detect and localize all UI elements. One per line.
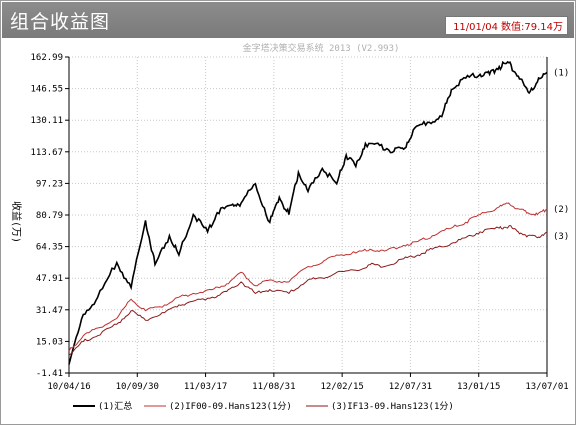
legend-entry: (1)汇总 — [98, 400, 132, 412]
series-lines: (1) (2) (3) — [68, 60, 569, 365]
y-tick-label: 130.11 — [30, 116, 63, 126]
x-tick-label: 10/04/16 — [47, 382, 90, 392]
y-tick-label: 113.67 — [30, 148, 63, 158]
x-tick-label: 13/07/01 — [525, 382, 568, 392]
legend-entry: (3)IF13-09.Hans123(1分) — [331, 401, 454, 412]
series-end-label: (2) — [553, 205, 569, 215]
equity-chart: 162.99 146.55 130.11 113.67 97.23 80.79 64.35 4… — [10, 42, 569, 412]
x-tick-label: 12/07/31 — [389, 382, 432, 392]
x-tick-label: 13/01/15 — [457, 382, 500, 392]
grid — [68, 56, 548, 374]
y-tick-label: 97.23 — [36, 179, 63, 189]
series-line-2 — [68, 202, 548, 352]
y-tick-label: 162.99 — [30, 53, 63, 63]
readout-value: 79.14万 — [524, 22, 563, 33]
series-end-label: (1) — [553, 68, 569, 78]
readout-date: 11/01/04 — [453, 22, 498, 33]
y-tick-label: 64.35 — [36, 243, 63, 253]
x-tick-label: 11/08/31 — [252, 382, 295, 392]
value-readout: 11/01/04 数值:79.14万 — [445, 16, 568, 35]
y-axis-label: 收益(万) — [10, 201, 23, 243]
panel-titlebar: 组合收益图 11/01/04 数值:79.14万 — [2, 2, 574, 38]
x-tick-label: 10/09/30 — [116, 382, 159, 392]
y-tick-label: 15.03 — [36, 337, 63, 347]
y-tick-label: -1.41 — [36, 369, 63, 379]
y-tick-label: 146.55 — [30, 85, 63, 95]
axes: 162.99 146.55 130.11 113.67 97.23 80.79 64.35 4… — [30, 53, 568, 392]
series-line-3 — [68, 224, 548, 356]
x-tick-label: 11/03/17 — [184, 382, 227, 392]
series-line-1 — [68, 60, 548, 365]
y-tick-label: 31.47 — [36, 306, 63, 316]
readout-label: 数值: — [500, 22, 525, 33]
legend-entry: (2)IF00-09.Hans123(1分) — [169, 401, 292, 412]
y-tick-label: 80.79 — [36, 211, 63, 221]
series-end-label: (3) — [553, 232, 569, 242]
panel-title: 组合收益图 — [10, 11, 111, 33]
y-tick-label: 47.91 — [36, 274, 63, 284]
x-tick-label: 12/02/15 — [320, 382, 363, 392]
legend: (1)汇总 (2)IF00-09.Hans123(1分) (3)IF13-09.Ha… — [73, 400, 454, 412]
chart-title: 金字塔决策交易系统 2013 (V2.993) — [243, 42, 400, 54]
